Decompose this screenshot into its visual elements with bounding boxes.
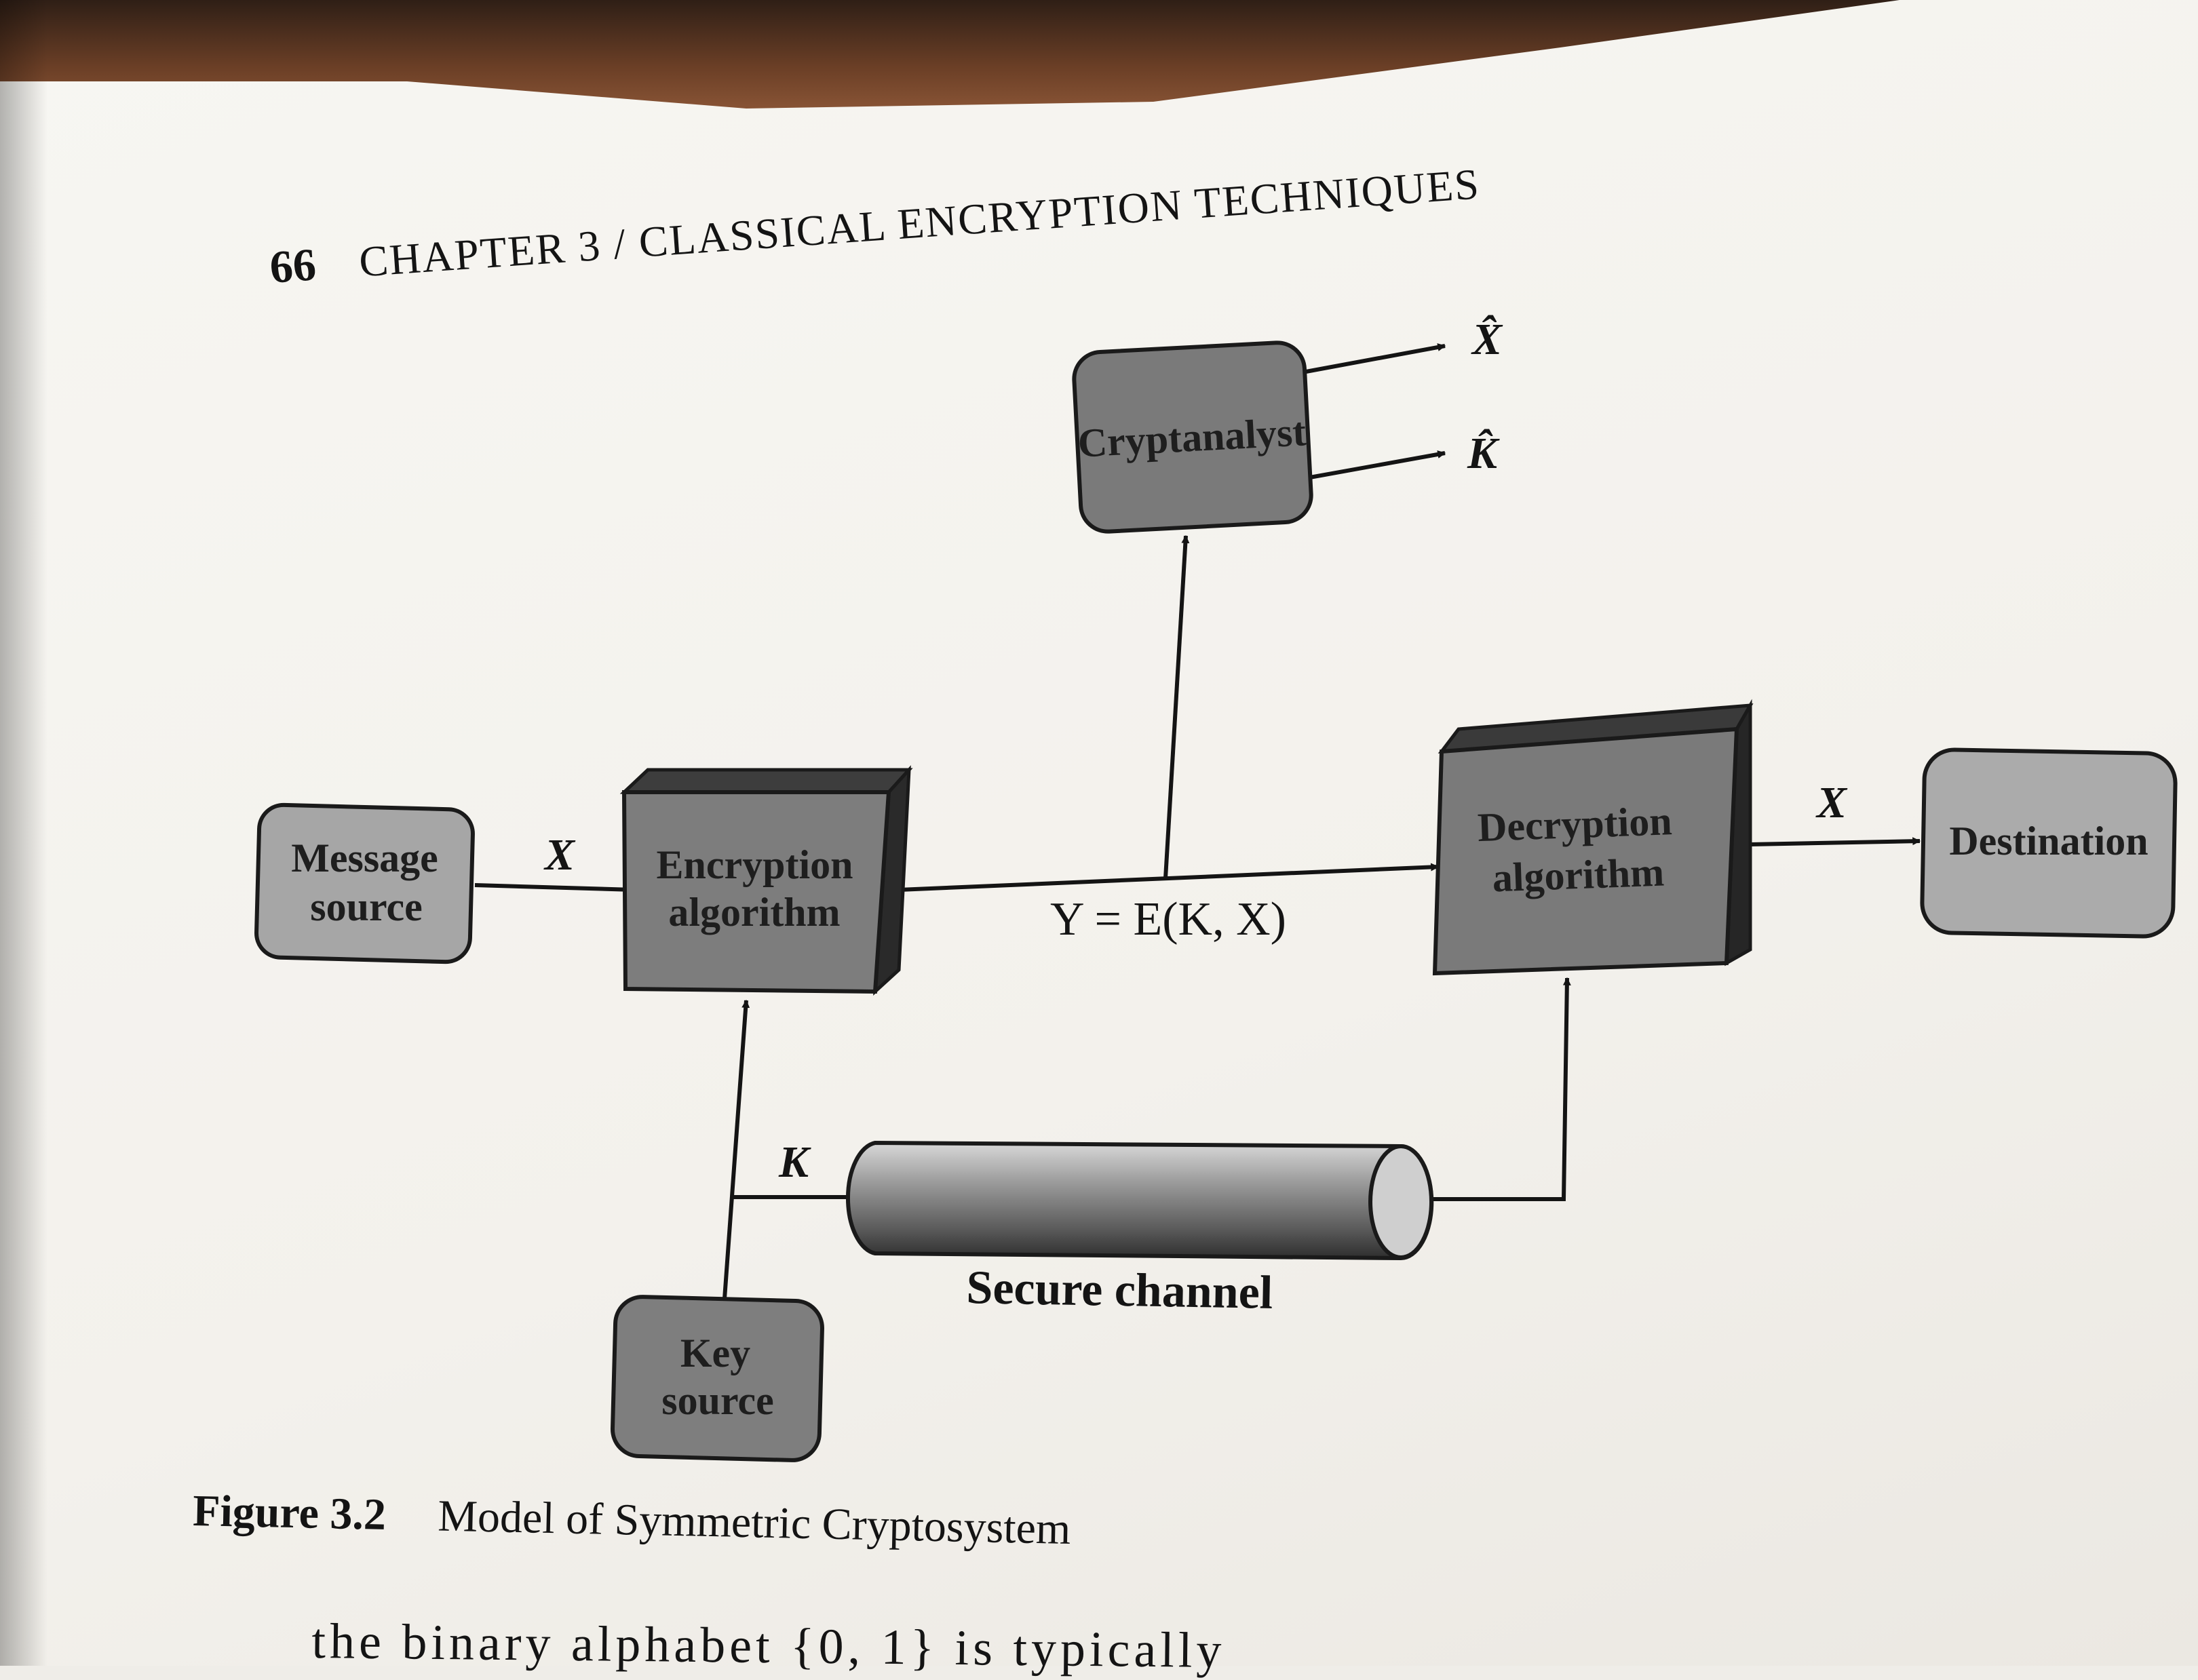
arrow-decryption-to-destination: [1750, 837, 1921, 846]
label-secure-channel: Secure channel: [966, 1262, 1273, 1319]
key-source-label: Key source: [661, 1331, 774, 1423]
decryption-algorithm-label: Decryption algorithm: [1477, 798, 1684, 901]
label-key: K: [778, 1137, 811, 1187]
key-source-box: Key source: [610, 1295, 824, 1462]
cryptanalyst-box: Cryptanalyst: [1072, 340, 1313, 534]
arrow-ciphertext-to-cryptanalyst: [1163, 534, 1190, 879]
encryption-algorithm-label: Encryption algorithm: [656, 842, 863, 935]
message-source-label: Message source: [291, 836, 448, 929]
secure-channel-pipe: [845, 1140, 1434, 1261]
destination-box: Destination: [1920, 747, 2178, 939]
arrow-secure-channel-to-decryption: [1428, 977, 1571, 1201]
destination-label: Destination: [1949, 819, 2148, 863]
label-x-output: X: [1815, 778, 1848, 827]
label-x-input: X: [543, 830, 576, 880]
label-x-estimate: X̂: [1471, 315, 1503, 364]
arrow-cryptanalyst-x-estimate: [1305, 343, 1446, 374]
label-ciphertext-equation: Y = E(K, X): [1050, 893, 1286, 945]
decryption-algorithm-box: Decryption algorithm: [1432, 699, 1754, 976]
arrow-key-source-to-encryption: [722, 999, 750, 1300]
body-text-line: the binary alphabet {0, 1} is typically: [311, 1614, 1226, 1679]
arrow-encryption-to-decryption: [898, 863, 1440, 892]
figure-number: Figure 3.2: [192, 1485, 387, 1540]
label-k-estimate: K̂: [1467, 429, 1500, 478]
arrow-message-to-encryption: [474, 883, 636, 894]
encryption-algorithm-box: Encryption algorithm: [619, 765, 913, 996]
message-source-box: Message source: [254, 802, 475, 964]
arrow-cryptanalyst-k-estimate: [1305, 450, 1446, 480]
page-gutter-shadow: [0, 0, 47, 1666]
